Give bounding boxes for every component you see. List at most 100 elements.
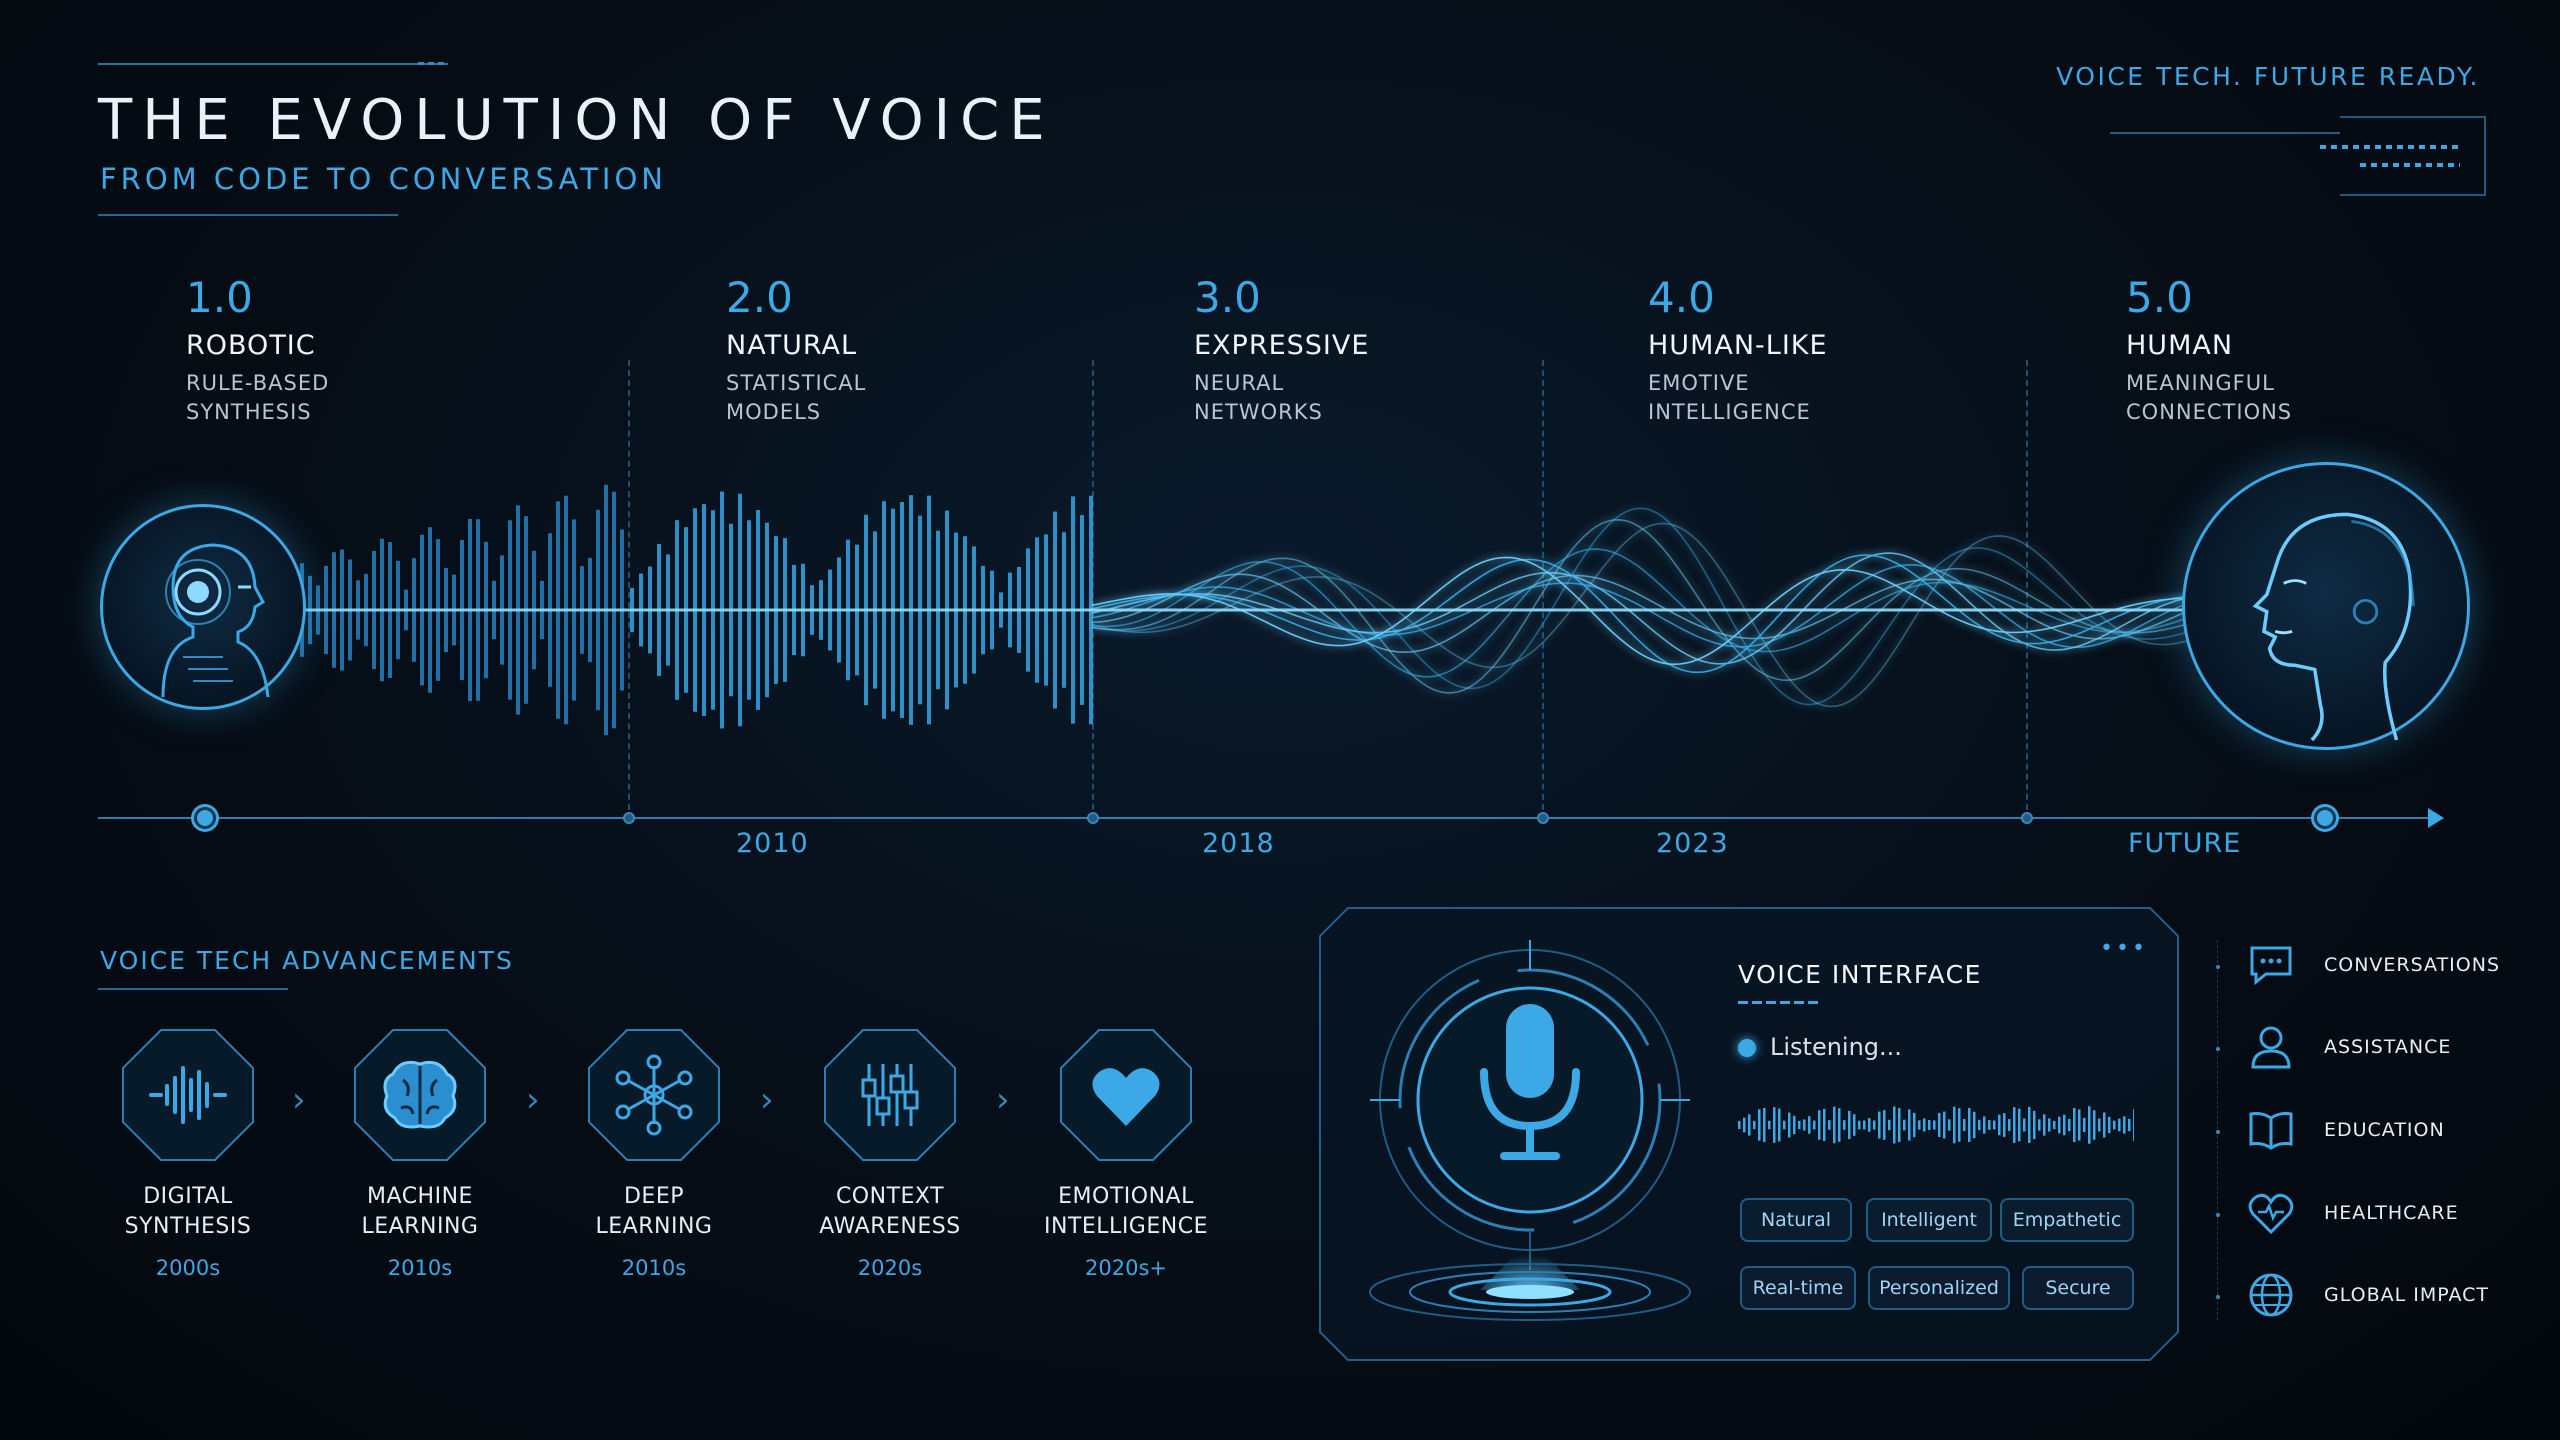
chat-icon bbox=[2246, 940, 2296, 990]
waveform-icon bbox=[122, 1029, 254, 1161]
octagon-frame bbox=[121, 1028, 255, 1162]
listening-waveform-bar bbox=[1938, 1113, 1941, 1137]
advancement-label: CONTEXT AWARENESS bbox=[819, 1184, 961, 1239]
listening-waveform-bar bbox=[2033, 1110, 2036, 1140]
sidebar-item-assistance[interactable]: ASSISTANCE bbox=[2246, 1022, 2451, 1072]
listening-waveform-bar bbox=[1748, 1114, 1751, 1136]
listening-waveform-bar bbox=[1798, 1120, 1801, 1130]
advancement-label: DIGITAL SYNTHESIS bbox=[124, 1184, 252, 1239]
listening-waveform-bar bbox=[2028, 1107, 2031, 1143]
era-description: RULE-BASED SYNTHESIS bbox=[186, 371, 330, 424]
listening-waveform-bar bbox=[1883, 1110, 1886, 1140]
era-name: HUMAN bbox=[2126, 330, 2234, 361]
listening-waveform-bar bbox=[1983, 1116, 1986, 1134]
listening-waveform-bar bbox=[1823, 1108, 1826, 1142]
more-options-icon[interactable]: ••• bbox=[2100, 936, 2148, 961]
sidebar-item-label: GLOBAL IMPACT bbox=[2324, 1284, 2490, 1306]
era-name: EXPRESSIVE bbox=[1194, 330, 1370, 361]
corner-decor-bracket bbox=[2340, 116, 2486, 196]
listening-waveform-bar bbox=[1953, 1106, 1956, 1144]
listening-waveform-bar bbox=[2108, 1116, 2111, 1134]
listening-waveform-bar bbox=[1913, 1112, 1916, 1138]
advancement-digital-synthesis: DIGITAL SYNTHESIS 2000s bbox=[98, 1028, 278, 1280]
advancements-title: VOICE TECH ADVANCEMENTS bbox=[100, 946, 514, 975]
sidebar-bullet bbox=[2216, 1295, 2220, 1299]
tag-personalized[interactable]: Personalized bbox=[1868, 1266, 2010, 1310]
tagline: VOICE TECH. FUTURE READY. bbox=[2056, 62, 2480, 91]
sidebar-item-global-impact[interactable]: GLOBAL IMPACT bbox=[2246, 1270, 2489, 1320]
tag-real-time[interactable]: Real-time bbox=[1740, 1266, 1856, 1310]
listening-waveform-bar bbox=[2103, 1112, 2106, 1138]
listening-waveform-bar bbox=[1958, 1108, 1961, 1142]
listening-waveform-bar bbox=[1968, 1108, 1971, 1142]
listening-waveform-bar bbox=[1808, 1116, 1811, 1134]
listening-waveform-bar bbox=[1813, 1120, 1816, 1130]
voice-interface-title: VOICE INTERFACE bbox=[1738, 960, 1982, 989]
tag-natural[interactable]: Natural bbox=[1740, 1198, 1852, 1242]
advancement-machine-learning: MACHINE LEARNING 2010s bbox=[330, 1028, 510, 1280]
sidebar-item-education[interactable]: EDUCATION bbox=[2246, 1105, 2445, 1155]
listening-waveform-bar bbox=[1803, 1119, 1806, 1131]
advancement-emotional-intelligence: EMOTIONAL INTELLIGENCE 2020s+ bbox=[1036, 1028, 1216, 1280]
listening-waveform-bar bbox=[1923, 1118, 1926, 1132]
waveform-curve bbox=[1091, 564, 2239, 649]
sidebar-item-healthcare[interactable]: HEALTHCARE bbox=[2246, 1188, 2459, 1238]
octagon-frame bbox=[587, 1028, 721, 1162]
listening-waveform-bar bbox=[1768, 1120, 1771, 1130]
listening-waveform-bar bbox=[1793, 1115, 1796, 1135]
listening-waveform-bar bbox=[2023, 1118, 2026, 1132]
waveform-curve bbox=[1091, 518, 2239, 694]
listening-waveform-bar bbox=[2128, 1118, 2131, 1132]
listening-waveform-bar bbox=[1973, 1111, 1976, 1139]
timeline-node bbox=[623, 812, 635, 824]
tag-intelligent[interactable]: Intelligent bbox=[1866, 1198, 1992, 1242]
waveform-curve bbox=[1091, 556, 2239, 666]
listening-waveform-bar bbox=[1898, 1108, 1901, 1142]
octagon-frame bbox=[353, 1028, 487, 1162]
era-divider bbox=[2026, 360, 2028, 820]
listening-waveform-bar bbox=[1858, 1120, 1861, 1130]
sliders-icon bbox=[824, 1029, 956, 1161]
tag-secure[interactable]: Secure bbox=[2022, 1266, 2134, 1310]
tag-empathetic[interactable]: Empathetic bbox=[2000, 1198, 2134, 1242]
listening-waveform-bar bbox=[2073, 1107, 2076, 1143]
title-decor-dots bbox=[418, 62, 448, 65]
sidebar-item-label: CONVERSATIONS bbox=[2324, 954, 2501, 976]
listening-waveform bbox=[1738, 1106, 2134, 1144]
sidebar-bullet bbox=[2216, 1130, 2220, 1134]
listening-waveform-bar bbox=[1978, 1119, 1981, 1131]
listening-waveform-bar bbox=[1833, 1106, 1836, 1144]
listening-waveform-bar bbox=[1903, 1119, 1906, 1131]
listening-waveform-bar bbox=[1863, 1120, 1866, 1130]
advancement-label: EMOTIONAL INTELLIGENCE bbox=[1044, 1184, 1208, 1239]
listening-waveform-bar bbox=[2068, 1118, 2071, 1132]
listening-waveform-bar bbox=[1843, 1120, 1846, 1130]
brain-icon bbox=[354, 1029, 486, 1161]
listening-waveform-bar bbox=[1918, 1120, 1921, 1130]
listening-waveform-bar bbox=[2048, 1118, 2051, 1132]
timeline-node bbox=[1087, 812, 1099, 824]
era-1: 1.0 ROBOTIC RULE-BASED SYNTHESIS bbox=[186, 270, 446, 427]
era-name: HUMAN-LIKE bbox=[1648, 330, 1828, 361]
listening-waveform-bar bbox=[2118, 1118, 2121, 1132]
advancements-decor-line bbox=[98, 988, 288, 990]
timeline-year: 2010 bbox=[736, 828, 809, 859]
listening-waveform-bar bbox=[1773, 1107, 1776, 1143]
corner-decor-dots bbox=[2320, 145, 2460, 149]
page-title: THE EVOLUTION OF VOICE bbox=[98, 88, 1055, 153]
heart-pulse-icon bbox=[2246, 1188, 2296, 1238]
listening-waveform-bar bbox=[1763, 1107, 1766, 1143]
era-description: EMOTIVE INTELLIGENCE bbox=[1648, 371, 1811, 424]
listening-waveform-bar bbox=[1943, 1111, 1946, 1139]
sidebar-item-label: HEALTHCARE bbox=[2324, 1202, 2459, 1224]
person-icon bbox=[2246, 1022, 2296, 1072]
listening-status: Listening... bbox=[1770, 1033, 1902, 1061]
sidebar-item-conversations[interactable]: CONVERSATIONS bbox=[2246, 940, 2500, 990]
microphone-hologram[interactable] bbox=[1360, 940, 1700, 1350]
subtitle-decor-line bbox=[98, 214, 398, 216]
listening-waveform-bar bbox=[2093, 1110, 2096, 1140]
timeline-node bbox=[1537, 812, 1549, 824]
advancement-context-awareness: CONTEXT AWARENESS 2020s bbox=[800, 1028, 980, 1280]
advancement-label: MACHINE LEARNING bbox=[361, 1184, 479, 1239]
listening-waveform-bar bbox=[1783, 1120, 1786, 1130]
